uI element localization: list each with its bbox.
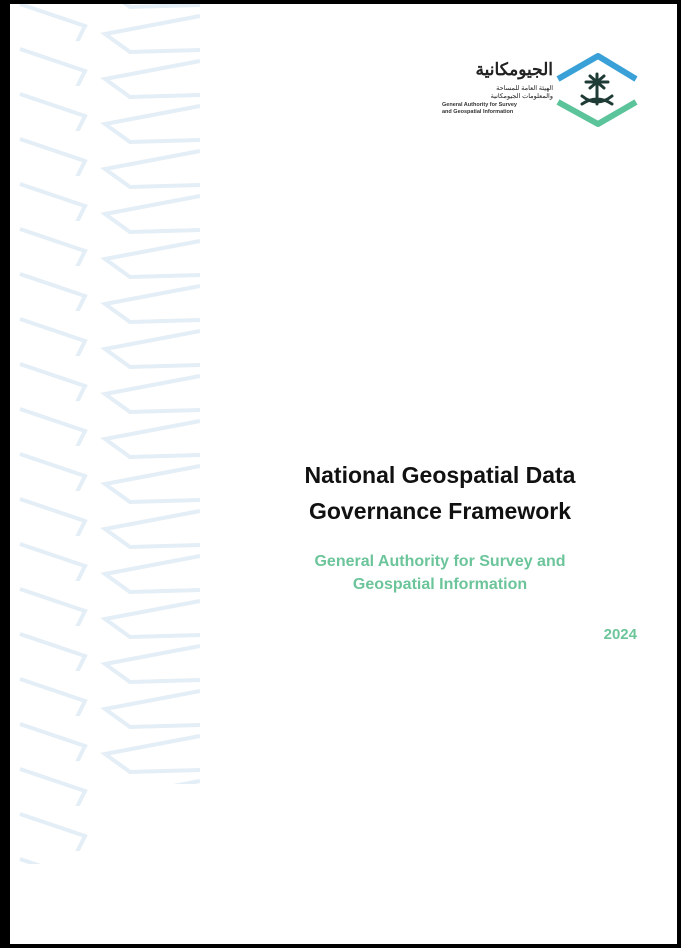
logo-arabic-line: الهيئة العامة للمساحة <box>496 84 553 92</box>
title-line: National Geospatial Data <box>240 462 640 489</box>
title-line: Governance Framework <box>240 498 640 525</box>
logo-english-line: and Geospatial Information <box>442 109 513 115</box>
chevron-column <box>100 4 210 784</box>
chevron-column <box>10 4 100 864</box>
document-page: الجيومكانية الهيئة العامة للمساحة والمعل… <box>0 0 681 948</box>
logo-arabic-line: والمعلومات الجيومكانية <box>491 92 553 100</box>
logo-arabic-name: الجيومكانية <box>476 60 553 80</box>
logo-english-line: General Authority for Survey <box>442 102 517 108</box>
subtitle-line: General Authority for Survey and <box>240 553 640 571</box>
year: 2024 <box>604 626 637 643</box>
logo-emblem <box>558 56 636 124</box>
subtitle-line: Geospatial Information <box>240 576 640 594</box>
